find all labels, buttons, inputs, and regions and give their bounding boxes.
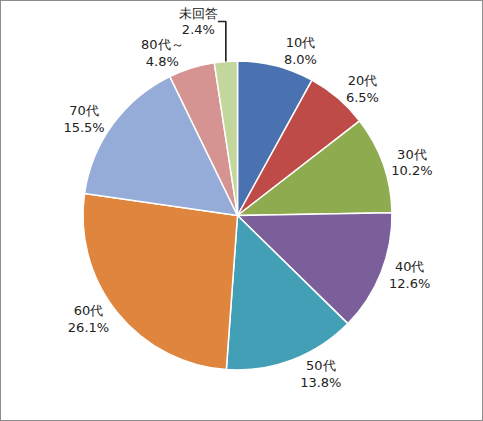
svg-text:70代15.5%: 70代15.5% xyxy=(63,103,104,135)
svg-text:80代～4.8%: 80代～4.8% xyxy=(141,37,184,69)
svg-text:40代12.6%: 40代12.6% xyxy=(389,259,430,291)
svg-text:未回答2.4%: 未回答2.4% xyxy=(179,6,218,38)
svg-text:10代8.0%: 10代8.0% xyxy=(284,35,317,67)
svg-text:60代26.1%: 60代26.1% xyxy=(68,303,109,335)
svg-text:50代13.8%: 50代13.8% xyxy=(300,358,341,390)
svg-text:30代10.2%: 30代10.2% xyxy=(391,147,432,179)
svg-text:20代6.5%: 20代6.5% xyxy=(346,73,379,105)
